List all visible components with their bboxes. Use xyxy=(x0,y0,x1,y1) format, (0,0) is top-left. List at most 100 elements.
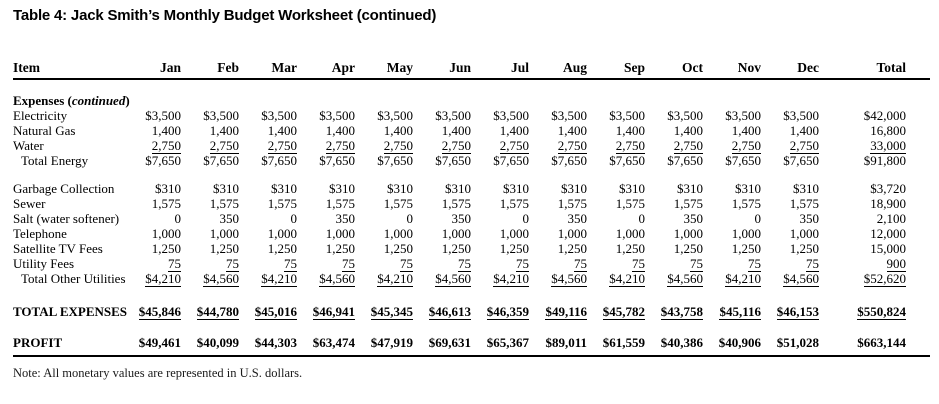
col-header-nov: Nov xyxy=(703,60,761,80)
month-cell: $7,650 xyxy=(435,153,471,168)
month-cell: 350 xyxy=(799,211,820,226)
month-cell: $3,500 xyxy=(145,108,181,123)
row-label: Utility Fees xyxy=(13,256,75,271)
month-cell: 75 xyxy=(342,256,355,272)
col-header-may: May xyxy=(355,60,413,80)
month-cell: 1,400 xyxy=(557,123,587,138)
total-cell: $663,144 xyxy=(857,335,906,350)
month-cell: $310 xyxy=(329,181,355,196)
col-header-mar: Mar xyxy=(239,60,297,80)
month-cell: 1,000 xyxy=(151,226,181,241)
month-cell: 1,400 xyxy=(267,123,297,138)
month-cell: $310 xyxy=(155,181,181,196)
spacer xyxy=(13,319,930,335)
col-header-total: Total xyxy=(819,60,930,80)
table-row: Natural Gas 1,400 1,400 1,400 1,400 1,400 1,40… xyxy=(13,123,930,138)
table-body: Expenses (continued) Electricity $3,500 $3,… xyxy=(13,79,930,350)
month-cell: $49,461 xyxy=(138,335,181,350)
month-cell: $3,500 xyxy=(377,108,413,123)
total-cell: 2,100 xyxy=(876,211,906,226)
month-cell: 1,575 xyxy=(673,196,703,211)
table-row: Telephone 1,000 1,000 1,000 1,000 1,000 1,000 1… xyxy=(13,226,930,241)
row-label: Total Energy xyxy=(21,153,89,168)
month-cell: $44,303 xyxy=(254,335,297,350)
month-cell: $7,650 xyxy=(725,153,761,168)
month-cell: $7,650 xyxy=(203,153,239,168)
month-cell: $310 xyxy=(561,181,587,196)
section-header-label: Expenses (continued) xyxy=(13,93,130,108)
month-cell: 2,750 xyxy=(151,138,181,154)
month-cell: $40,906 xyxy=(718,335,761,350)
spacer xyxy=(13,79,930,93)
row-label: Telephone xyxy=(13,226,67,241)
col-header-item: Item xyxy=(13,60,123,80)
month-cell: 75 xyxy=(574,256,587,272)
month-cell: 2,750 xyxy=(499,138,529,154)
col-header-apr: Apr xyxy=(297,60,355,80)
spacer-row xyxy=(13,79,930,93)
month-cell: 1,575 xyxy=(383,196,413,211)
month-cell: $7,650 xyxy=(609,153,645,168)
spacer xyxy=(13,168,930,181)
month-cell: $7,650 xyxy=(145,153,181,168)
month-cell: 2,750 xyxy=(673,138,703,154)
month-cell: 2,750 xyxy=(267,138,297,154)
total-cell: 900 xyxy=(886,256,906,272)
month-cell: $4,560 xyxy=(319,271,355,287)
table-row: Satellite TV Fees 1,250 1,250 1,250 1,250 1,2… xyxy=(13,241,930,256)
spacer-row xyxy=(13,168,930,181)
month-cell: $7,650 xyxy=(377,153,413,168)
month-cell: $3,500 xyxy=(667,108,703,123)
total-cell: $52,620 xyxy=(863,271,906,287)
month-cell: $7,650 xyxy=(551,153,587,168)
month-cell: 1,000 xyxy=(441,226,471,241)
total-cell: $550,824 xyxy=(857,304,906,320)
month-cell: $310 xyxy=(735,181,761,196)
month-cell: $3,500 xyxy=(493,108,529,123)
month-cell: 75 xyxy=(400,256,413,272)
month-cell: 1,250 xyxy=(673,241,703,256)
page-title: Table 4: Jack Smith’s Monthly Budget Wor… xyxy=(13,7,437,24)
month-cell: $65,367 xyxy=(486,335,529,350)
month-cell: 1,000 xyxy=(615,226,645,241)
month-cell: 1,400 xyxy=(615,123,645,138)
month-cell: 1,575 xyxy=(441,196,471,211)
month-cell: 1,250 xyxy=(731,241,761,256)
total-cell: $42,000 xyxy=(863,108,906,123)
month-cell: $45,345 xyxy=(370,304,413,320)
month-cell: $3,500 xyxy=(435,108,471,123)
month-cell: $45,016 xyxy=(254,304,297,320)
bottom-rule xyxy=(13,355,930,357)
month-cell: $49,116 xyxy=(545,304,587,320)
month-cell: $4,210 xyxy=(725,271,761,287)
month-cell: 1,000 xyxy=(267,226,297,241)
month-cell: $310 xyxy=(677,181,703,196)
month-cell: 1,000 xyxy=(673,226,703,241)
table-row: Water 2,750 2,750 2,750 2,750 2,750 2,750 2,750… xyxy=(13,138,930,154)
month-cell: 350 xyxy=(335,211,356,226)
month-cell: $3,500 xyxy=(203,108,239,123)
month-cell: $45,782 xyxy=(602,304,645,320)
month-cell: 2,750 xyxy=(557,138,587,154)
month-cell: 350 xyxy=(219,211,240,226)
month-cell: $310 xyxy=(387,181,413,196)
budget-worksheet-page: Table 4: Jack Smith’s Monthly Budget Wor… xyxy=(13,7,930,380)
col-header-jul: Jul xyxy=(471,60,529,80)
month-cell: $4,210 xyxy=(145,271,181,287)
month-cell: 2,750 xyxy=(383,138,413,154)
total-cell: 33,000 xyxy=(870,138,906,154)
month-cell: 350 xyxy=(683,211,704,226)
month-cell: 2,750 xyxy=(441,138,471,154)
row-label: TOTAL EXPENSES xyxy=(13,304,128,319)
month-cell: $4,560 xyxy=(551,271,587,287)
month-cell: 75 xyxy=(168,256,181,272)
month-cell: 1,400 xyxy=(325,123,355,138)
row-label: Sewer xyxy=(13,196,46,211)
month-cell: $4,210 xyxy=(261,271,297,287)
month-cell: 1,000 xyxy=(383,226,413,241)
row-label: Total Other Utilities xyxy=(21,271,126,286)
month-cell: 1,000 xyxy=(557,226,587,241)
row-label: Water xyxy=(13,138,44,153)
month-cell: 1,250 xyxy=(615,241,645,256)
month-cell: 350 xyxy=(451,211,472,226)
